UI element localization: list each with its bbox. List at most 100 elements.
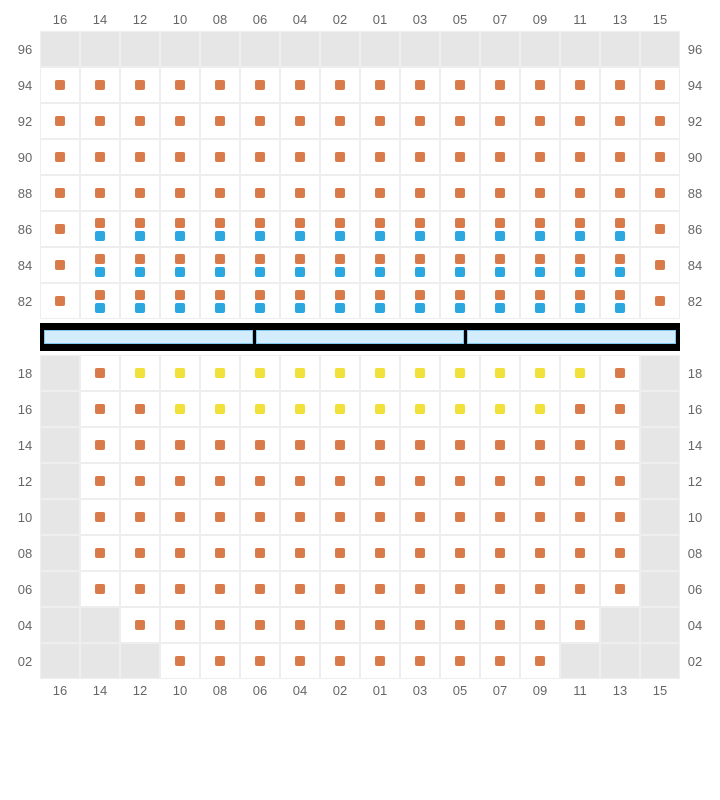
seat-cell[interactable] (560, 139, 600, 175)
seat-cell[interactable] (480, 607, 520, 643)
seat-cell[interactable] (520, 535, 560, 571)
seat-cell[interactable] (600, 427, 640, 463)
seat-cell[interactable] (120, 571, 160, 607)
seat-cell[interactable] (280, 175, 320, 211)
seat-cell[interactable] (200, 247, 240, 283)
seat-cell[interactable] (360, 283, 400, 319)
seat-cell[interactable] (560, 355, 600, 391)
seat-cell[interactable] (520, 607, 560, 643)
seat-cell[interactable] (520, 427, 560, 463)
seat-cell[interactable] (80, 571, 120, 607)
seat-cell[interactable] (400, 463, 440, 499)
seat-cell[interactable] (160, 283, 200, 319)
seat-cell[interactable] (280, 499, 320, 535)
seat-cell[interactable] (120, 283, 160, 319)
seat-cell[interactable] (240, 427, 280, 463)
seat-cell[interactable] (600, 535, 640, 571)
seat-cell[interactable] (160, 463, 200, 499)
seat-cell[interactable] (240, 571, 280, 607)
seat-cell[interactable] (400, 247, 440, 283)
seat-cell[interactable] (160, 139, 200, 175)
seat-cell[interactable] (40, 139, 80, 175)
seat-cell[interactable] (440, 247, 480, 283)
seat-cell[interactable] (280, 247, 320, 283)
seat-cell[interactable] (80, 499, 120, 535)
seat-cell[interactable] (80, 139, 120, 175)
seat-cell[interactable] (400, 427, 440, 463)
seat-cell[interactable] (320, 283, 360, 319)
seat-cell[interactable] (600, 103, 640, 139)
seat-cell[interactable] (280, 211, 320, 247)
seat-cell[interactable] (360, 571, 400, 607)
seat-cell[interactable] (600, 283, 640, 319)
seat-cell[interactable] (440, 139, 480, 175)
seat-cell[interactable] (360, 247, 400, 283)
seat-cell[interactable] (120, 67, 160, 103)
seat-cell[interactable] (80, 535, 120, 571)
seat-cell[interactable] (520, 643, 560, 679)
seat-cell[interactable] (400, 535, 440, 571)
seat-cell[interactable] (160, 103, 200, 139)
seat-cell[interactable] (320, 139, 360, 175)
seat-cell[interactable] (560, 67, 600, 103)
seat-cell[interactable] (440, 607, 480, 643)
seat-cell[interactable] (440, 211, 480, 247)
seat-cell[interactable] (200, 211, 240, 247)
seat-cell[interactable] (320, 355, 360, 391)
seat-cell[interactable] (320, 103, 360, 139)
seat-cell[interactable] (360, 427, 400, 463)
seat-cell[interactable] (600, 571, 640, 607)
seat-cell[interactable] (600, 139, 640, 175)
seat-cell[interactable] (280, 139, 320, 175)
seat-cell[interactable] (240, 175, 280, 211)
seat-cell[interactable] (600, 175, 640, 211)
seat-cell[interactable] (80, 355, 120, 391)
seat-cell[interactable] (200, 355, 240, 391)
seat-cell[interactable] (440, 355, 480, 391)
seat-cell[interactable] (320, 247, 360, 283)
seat-cell[interactable] (400, 607, 440, 643)
seat-cell[interactable] (440, 103, 480, 139)
seat-cell[interactable] (240, 103, 280, 139)
seat-cell[interactable] (480, 247, 520, 283)
seat-cell[interactable] (120, 247, 160, 283)
seat-cell[interactable] (400, 211, 440, 247)
seat-cell[interactable] (600, 463, 640, 499)
seat-cell[interactable] (640, 103, 680, 139)
seat-cell[interactable] (320, 643, 360, 679)
seat-cell[interactable] (160, 211, 200, 247)
seat-cell[interactable] (80, 391, 120, 427)
seat-cell[interactable] (320, 463, 360, 499)
seat-cell[interactable] (480, 463, 520, 499)
seat-cell[interactable] (480, 427, 520, 463)
seat-cell[interactable] (480, 103, 520, 139)
seat-cell[interactable] (80, 427, 120, 463)
seat-cell[interactable] (120, 355, 160, 391)
seat-cell[interactable] (360, 463, 400, 499)
seat-cell[interactable] (400, 355, 440, 391)
seat-cell[interactable] (320, 535, 360, 571)
seat-cell[interactable] (40, 67, 80, 103)
seat-cell[interactable] (520, 463, 560, 499)
seat-cell[interactable] (560, 607, 600, 643)
seat-cell[interactable] (560, 427, 600, 463)
seat-cell[interactable] (240, 247, 280, 283)
seat-cell[interactable] (160, 247, 200, 283)
seat-cell[interactable] (280, 643, 320, 679)
seat-cell[interactable] (160, 535, 200, 571)
seat-cell[interactable] (280, 391, 320, 427)
seat-cell[interactable] (240, 211, 280, 247)
seat-cell[interactable] (120, 391, 160, 427)
seat-cell[interactable] (40, 103, 80, 139)
seat-cell[interactable] (200, 643, 240, 679)
seat-cell[interactable] (560, 391, 600, 427)
seat-cell[interactable] (600, 211, 640, 247)
seat-cell[interactable] (640, 139, 680, 175)
seat-cell[interactable] (160, 67, 200, 103)
seat-cell[interactable] (400, 103, 440, 139)
seat-cell[interactable] (200, 427, 240, 463)
seat-cell[interactable] (120, 499, 160, 535)
seat-cell[interactable] (360, 499, 400, 535)
seat-cell[interactable] (440, 571, 480, 607)
seat-cell[interactable] (160, 391, 200, 427)
